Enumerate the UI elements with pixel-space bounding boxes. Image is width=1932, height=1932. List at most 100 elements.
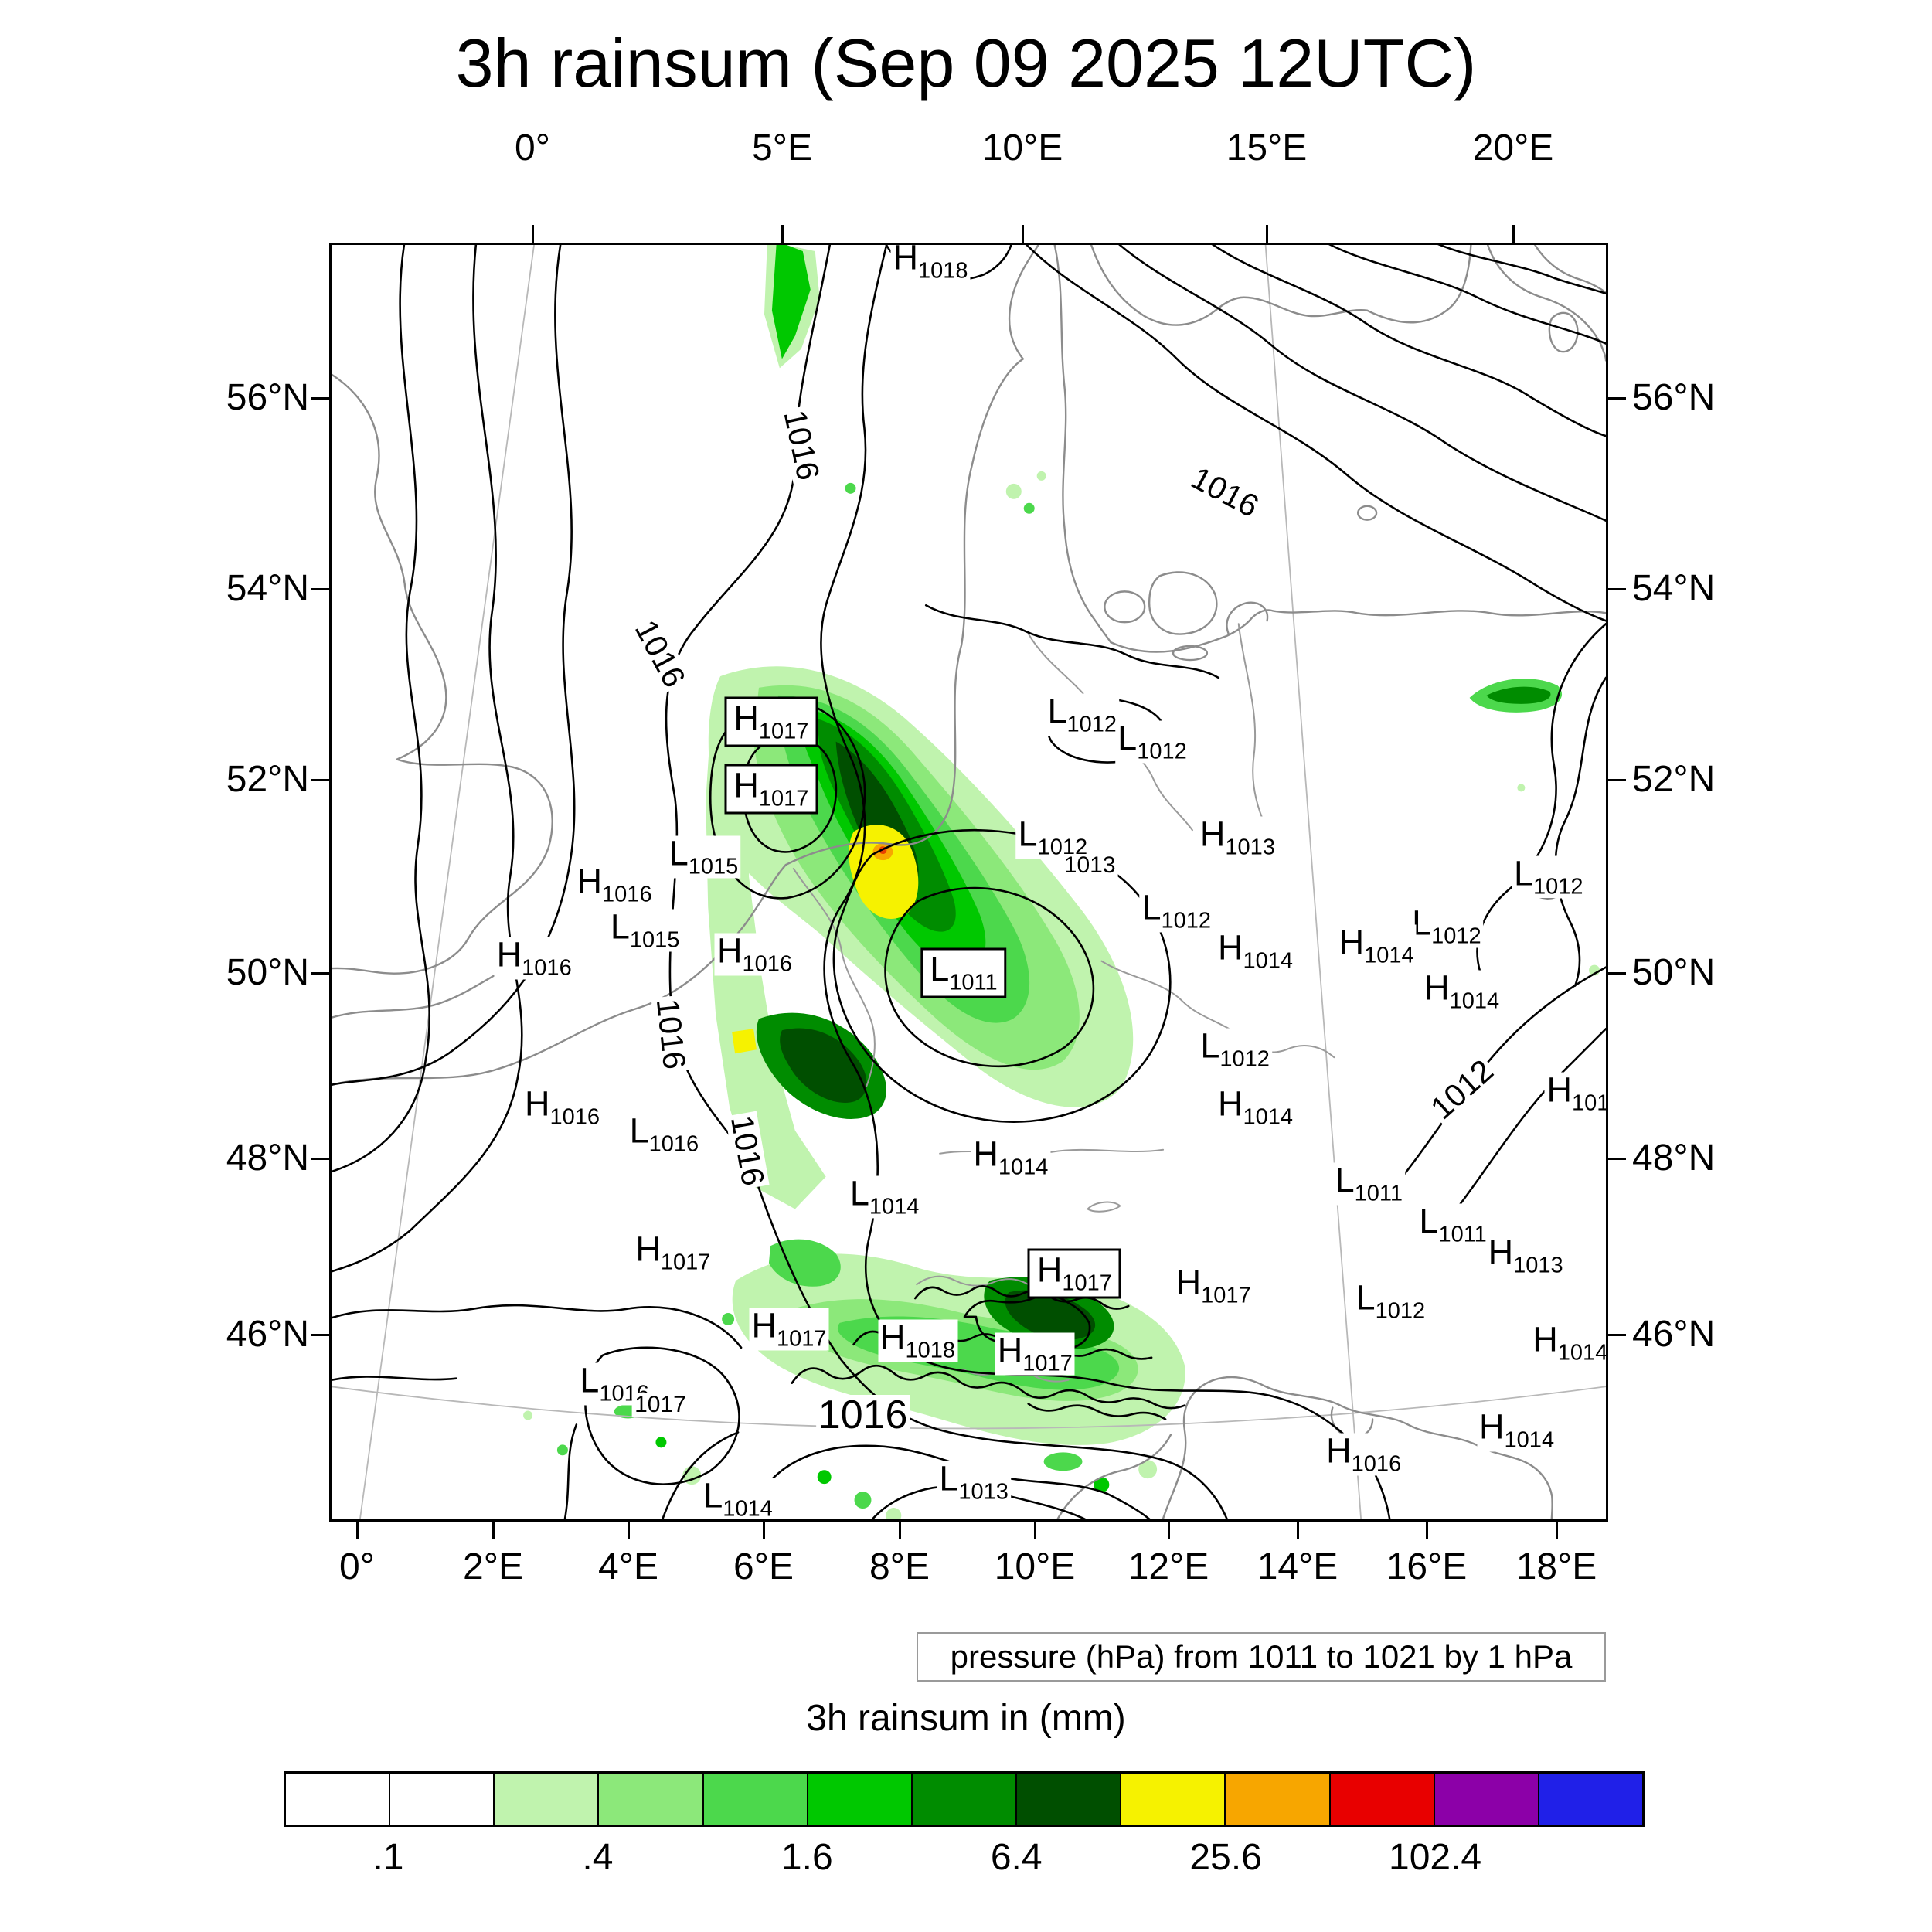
pressure-center-value: 1012 [1533,874,1583,900]
axis-tick-label-bottom: 8°E [869,1546,930,1587]
colorbar-segment [1539,1774,1643,1825]
pressure-center-value: 1012 [1375,1298,1426,1324]
axis-tick-label-right: 48°N [1632,1138,1716,1179]
colorbar-title: 3h rainsum in (mm) [806,1698,1126,1739]
contour-inline-label: 1016 [815,1394,910,1435]
pressure-center-value: 1016 [602,882,652,907]
pressure-center-label: H1014 [971,1136,1051,1179]
axis-tick-bottom [627,1522,630,1539]
pressure-center-label: L1011 [1332,1162,1405,1206]
axis-tick-right [1608,971,1626,975]
pressure-center-letter: L [703,1475,723,1515]
pressure-center-letter: H [524,1083,550,1124]
pressure-center-value: 1014 [1504,1427,1555,1453]
pressure-center-value: 1017 [660,1250,711,1275]
pressure-center-value: 1013 [958,1479,1009,1505]
pressure-center-label: H1013 [1485,1234,1566,1278]
pressure-center-letter: H [997,1330,1023,1370]
pressure-center-label: L1012 [1045,691,1120,737]
pressure-center-value: 1014 [1243,1104,1294,1130]
map-frame: 1016 1016 1016 1016 1016 1012 1016 H1018 H1017 H… [329,243,1608,1522]
axis-tick-top [781,225,784,243]
graticule [332,245,1606,1519]
colorbar-segment [1017,1774,1122,1825]
pressure-center-label: L1012 [1115,718,1189,764]
pressure-center-value: 1016 [742,951,792,977]
pressure-center-value: 1011 [949,970,998,995]
axis-tick-top [1021,225,1024,243]
pressure-center-label: 1017 [632,1393,689,1417]
pressure-center-value: 1012 [1431,923,1481,949]
pressure-center-label: L1015 [607,906,682,953]
contour-inline-label: 1016 [649,995,692,1073]
colorbar-segment [808,1774,913,1825]
pressure-center-value: 1017 [1022,1351,1073,1376]
axis-tick-left [311,778,329,781]
pressure-center-label: L1014 [701,1475,775,1522]
pressure-center-label: L1012 [1353,1280,1428,1324]
map-graphic [332,245,1606,1519]
axis-tick-top [1512,225,1515,243]
pressure-center-value: 1013 [1225,835,1275,860]
pressure-center-value: 1015 [688,854,739,879]
pressure-center-letter: L [1117,718,1138,758]
pressure-center-letter: L [1018,814,1038,854]
pressure-center-value: 1012 [1066,712,1117,737]
pressure-center-label: L1012 [1410,905,1484,949]
pressure-value: 1013 [1063,852,1116,879]
axis-tick-right [1608,396,1626,400]
pressure-center-label: L1012 [1015,814,1090,859]
axis-tick-bottom [492,1522,495,1539]
axis-tick-label-bottom: 12°E [1128,1546,1209,1587]
pressure-center-label: H1016 [1324,1433,1404,1476]
axis-tick-bottom [1555,1522,1558,1539]
pressure-center-letter: L [1047,691,1067,731]
pressure-center-value: 1017 [1201,1283,1251,1308]
colorbar-segment [912,1774,1018,1825]
pressure-center-letter: H [1532,1319,1558,1359]
colorbar-tick-label: 102.4 [1389,1837,1482,1878]
pressure-center-label: H1013 [1544,1072,1608,1116]
pressure-center-value: 1015 [629,927,680,953]
pressure-center-label: H1016 [714,933,794,977]
axis-tick-right [1608,778,1626,781]
pressure-center-label: H1016 [574,863,655,907]
pressure-value: 1017 [634,1391,686,1417]
pressure-center-letter: H [733,698,759,738]
pressure-center-value: 1012 [1137,739,1187,764]
axis-tick-label-right: 56°N [1632,377,1716,418]
pressure-center-letter: L [610,906,630,947]
axis-tick-right [1608,1333,1626,1336]
pressure-center-letter: L [580,1360,600,1400]
colorbar-segment [286,1774,391,1825]
pressure-center-label: H1014 [1530,1319,1608,1366]
pressure-center-letter: L [1419,1201,1439,1241]
pressure-center-letter: H [751,1305,777,1345]
pressure-center-label: L1015 [666,835,741,879]
pressure-center-label: H1016 [522,1083,602,1129]
axis-tick-label-right: 54°N [1632,568,1716,609]
pressure-center-letter: L [1141,887,1162,927]
pressure-center-label: H1014 [1477,1409,1557,1453]
axis-tick-label-left: 56°N [226,377,309,418]
pressure-center-value: 1014 [1557,1340,1608,1366]
axis-tick-label-top: 0° [515,128,550,168]
axis-tick-left [311,587,329,590]
pressure-center-label: L1014 [847,1173,922,1219]
axis-tick-top [531,225,534,243]
pressure-center-label: L1012 [1198,1028,1272,1071]
pressure-center-value: 1013 [1513,1253,1563,1278]
pressure-center-value: 1013 [1571,1090,1608,1116]
axis-tick-label-top: 5°E [752,128,812,168]
pressure-center-label: H1014 [1216,927,1296,973]
pressure-center-letter: H [1218,927,1243,968]
pressure-center-label: 1013 [1061,852,1118,879]
pressure-center-value: 1014 [723,1496,773,1522]
pressure-center-value: 1017 [758,719,809,744]
pressure-center-label: H1014 [1422,970,1502,1013]
axis-tick-label-left: 50°N [226,952,309,993]
axis-tick-label-bottom: 14°E [1257,1546,1338,1587]
pressure-center-letter: L [849,1173,869,1213]
pressure-center-value: 1017 [758,786,809,811]
pressure-center-label: L1011 [920,947,1007,998]
